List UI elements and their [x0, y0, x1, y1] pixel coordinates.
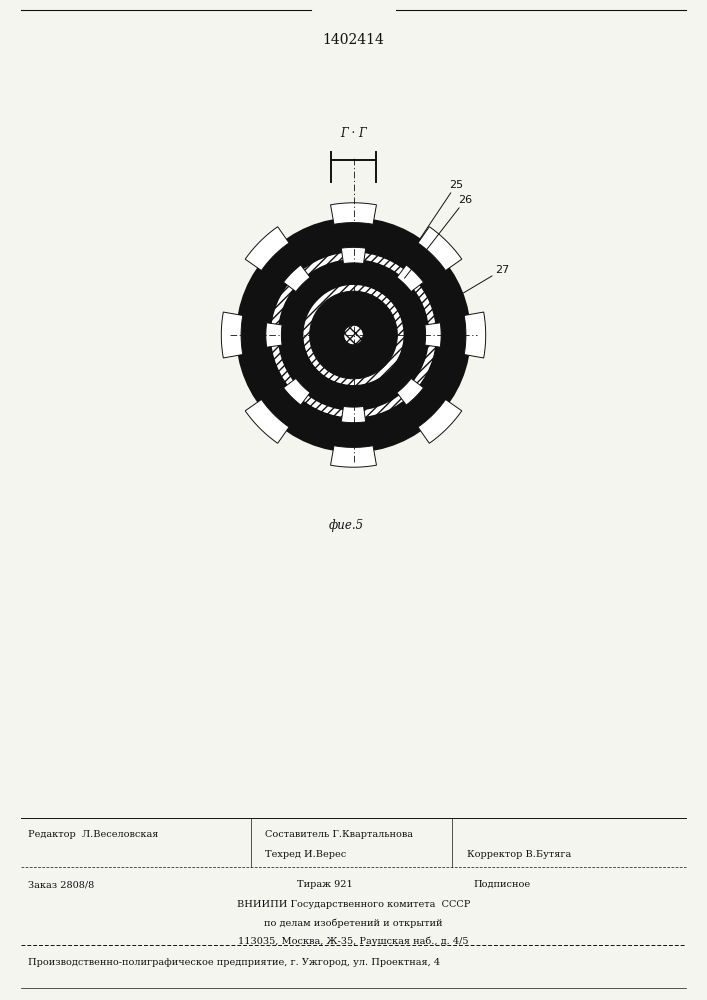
Text: Составитель Г.Квартальнова: Составитель Г.Квартальнова	[265, 830, 413, 839]
Polygon shape	[331, 446, 376, 467]
Text: фие.5: фие.5	[329, 519, 364, 532]
Ellipse shape	[270, 252, 437, 418]
Polygon shape	[284, 378, 310, 405]
Text: 25: 25	[402, 180, 463, 266]
Text: по делам изобретений и открытий: по делам изобретений и открытий	[264, 918, 443, 928]
Ellipse shape	[279, 260, 428, 410]
Polygon shape	[245, 227, 289, 271]
Ellipse shape	[237, 218, 470, 452]
Polygon shape	[397, 378, 423, 405]
Polygon shape	[397, 265, 423, 292]
Polygon shape	[418, 399, 462, 443]
Polygon shape	[221, 312, 243, 358]
Polygon shape	[331, 203, 376, 224]
Polygon shape	[341, 406, 366, 423]
Polygon shape	[418, 227, 462, 271]
Ellipse shape	[344, 325, 363, 345]
Text: Заказ 2808/8: Заказ 2808/8	[28, 880, 95, 889]
Text: 113035, Москва, Ж-35, Раушская наб., д. 4/5: 113035, Москва, Ж-35, Раушская наб., д. …	[238, 936, 469, 946]
Text: Г · Г: Г · Г	[340, 127, 367, 140]
Polygon shape	[341, 247, 366, 264]
Ellipse shape	[270, 252, 437, 418]
Text: Техред И.Верес: Техред И.Верес	[265, 850, 346, 859]
Text: 27: 27	[456, 265, 509, 298]
Text: Производственно-полиграфическое предприятие, г. Ужгород, ул. Проектная, 4: Производственно-полиграфическое предприя…	[28, 958, 440, 967]
Text: Корректор В.Бутяга: Корректор В.Бутяга	[467, 850, 571, 859]
Text: 26: 26	[404, 195, 472, 278]
Polygon shape	[266, 323, 282, 347]
Text: Подписное: Подписное	[474, 880, 531, 889]
Text: Редактор  Л.Веселовская: Редактор Л.Веселовская	[28, 830, 158, 839]
Ellipse shape	[310, 291, 397, 379]
Ellipse shape	[303, 284, 404, 386]
Ellipse shape	[246, 228, 461, 442]
Text: Тираж 921: Тираж 921	[297, 880, 353, 889]
Polygon shape	[464, 312, 486, 358]
Text: ВНИИПИ Государственного комитета  СССР: ВНИИПИ Государственного комитета СССР	[237, 900, 470, 909]
Polygon shape	[245, 399, 289, 443]
Ellipse shape	[279, 260, 428, 410]
Text: 1402414: 1402414	[322, 33, 385, 47]
Polygon shape	[425, 323, 441, 347]
Polygon shape	[284, 265, 310, 292]
